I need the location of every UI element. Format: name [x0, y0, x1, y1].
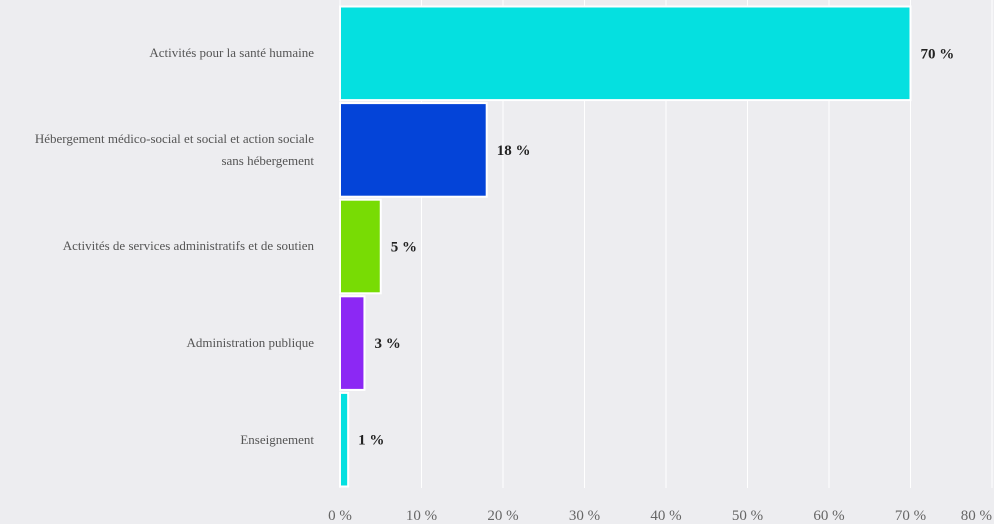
value-label: 1 %	[358, 433, 384, 449]
value-label: 18 %	[497, 143, 531, 159]
category-text: Activités de services administratifs et …	[62, 238, 314, 254]
category-label: Activités de services administratifs et …	[0, 198, 314, 295]
category-text: Administration publique	[186, 335, 314, 351]
value-label: 5 %	[391, 240, 417, 256]
category-label: Administration publique	[0, 295, 314, 392]
bar	[339, 295, 366, 391]
x-tick-label: 20 %	[487, 508, 518, 524]
x-tick-label: 80 %	[961, 508, 992, 524]
category-text: Activités pour la santé humaine	[149, 45, 314, 61]
category-text: Hébergement médico-social et social et a…	[34, 130, 314, 168]
x-tick-label: 40 %	[650, 508, 681, 524]
value-label: 3 %	[374, 336, 400, 352]
category-label: Hébergement médico-social et social et a…	[0, 102, 314, 199]
bar	[339, 198, 382, 295]
bar	[339, 5, 912, 102]
bar	[339, 102, 488, 198]
x-tick-label: 60 %	[813, 508, 844, 524]
category-label: Enseignement	[0, 391, 314, 488]
x-tick-label: 0 %	[328, 508, 352, 524]
x-tick-label: 30 %	[569, 508, 600, 524]
x-tick-label: 50 %	[732, 508, 763, 524]
value-label: 70 %	[921, 46, 955, 62]
x-tick-label: 70 %	[895, 508, 926, 524]
category-label: Activités pour la santé humaine	[0, 5, 314, 102]
category-text: Enseignement	[240, 431, 314, 447]
x-tick-label: 10 %	[406, 508, 437, 524]
bar	[339, 391, 350, 488]
